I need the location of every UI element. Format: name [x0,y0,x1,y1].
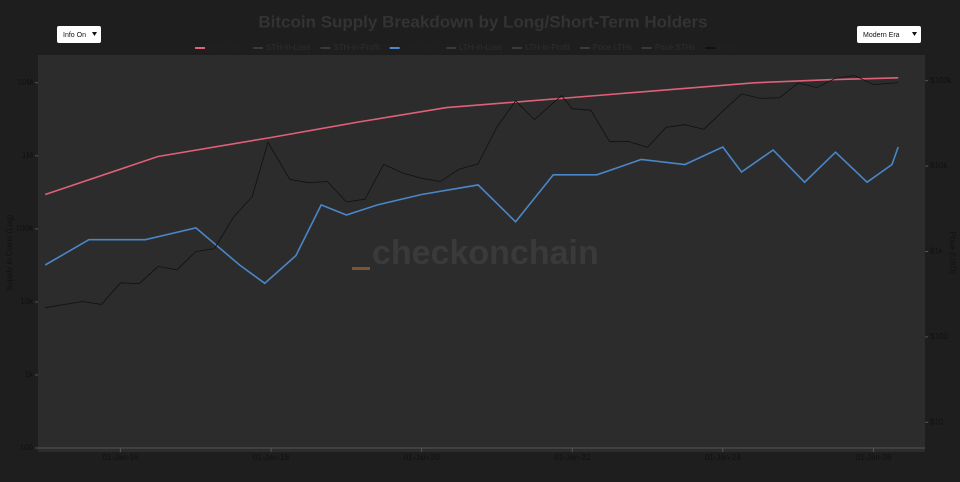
y-tick-label: 1k [25,370,34,379]
era-dropdown[interactable] [857,26,921,43]
x-tick-label: 01-Jan-20 [404,453,441,462]
y2-tick-label: $100 [930,332,948,341]
dropdown-arrow [92,32,97,36]
watermark-accent [352,267,370,270]
legend-label[interactable]: Price [718,43,737,52]
y-tick-label: 10k [20,297,34,306]
x-tick-label: 01-Jan-18 [253,453,290,462]
legend-label[interactable]: STH-in-Loss [266,43,310,52]
y-tick-label: 100k [16,224,34,233]
x-tick-label: 01-Jan-26 [855,453,892,462]
y2-axis-title: Price (USD) [948,232,957,275]
y2-tick-label: $100k [930,76,953,85]
era-dropdown-label[interactable]: Modern Era [863,32,900,39]
dropdown-arrow [912,32,917,36]
series-line [45,75,899,309]
legend-label[interactable]: Price LTHs [593,43,632,52]
y2-tick-label: $1k [930,247,944,256]
legend-label[interactable]: Price STHs [655,43,695,52]
y-tick-label: 100 [20,443,34,452]
watermark: checkonchain [372,234,599,272]
x-tick-label: 01-Jan-16 [102,453,139,462]
y-axis-title: Supply in Coins (Log) [5,214,14,291]
y-tick-label: 1M [22,151,33,160]
legend-label[interactable]: LTH Total [403,43,437,52]
legend-label[interactable]: LTH-in-Profit [525,43,571,52]
info-dropdown-label[interactable]: Info On [63,32,86,39]
y2-tick-label: $10k [930,161,948,170]
series-line [44,146,899,285]
legend-label[interactable]: STH-in-Profit [333,43,380,52]
info-dropdown[interactable] [57,26,101,43]
x-tick-label: 01-Jan-22 [554,453,591,462]
legend-label[interactable]: LTH-in-Loss [459,43,502,52]
y2-tick-label: $10 [930,417,944,426]
legend-label[interactable]: STH Total [208,43,243,52]
y-tick-label: 10M [17,78,33,87]
x-tick-label: 01-Jan-24 [705,453,742,462]
series-line [44,77,899,196]
plot-area [38,55,925,452]
chart-title: Bitcoin Supply Breakdown by Long/Short-T… [258,12,707,31]
